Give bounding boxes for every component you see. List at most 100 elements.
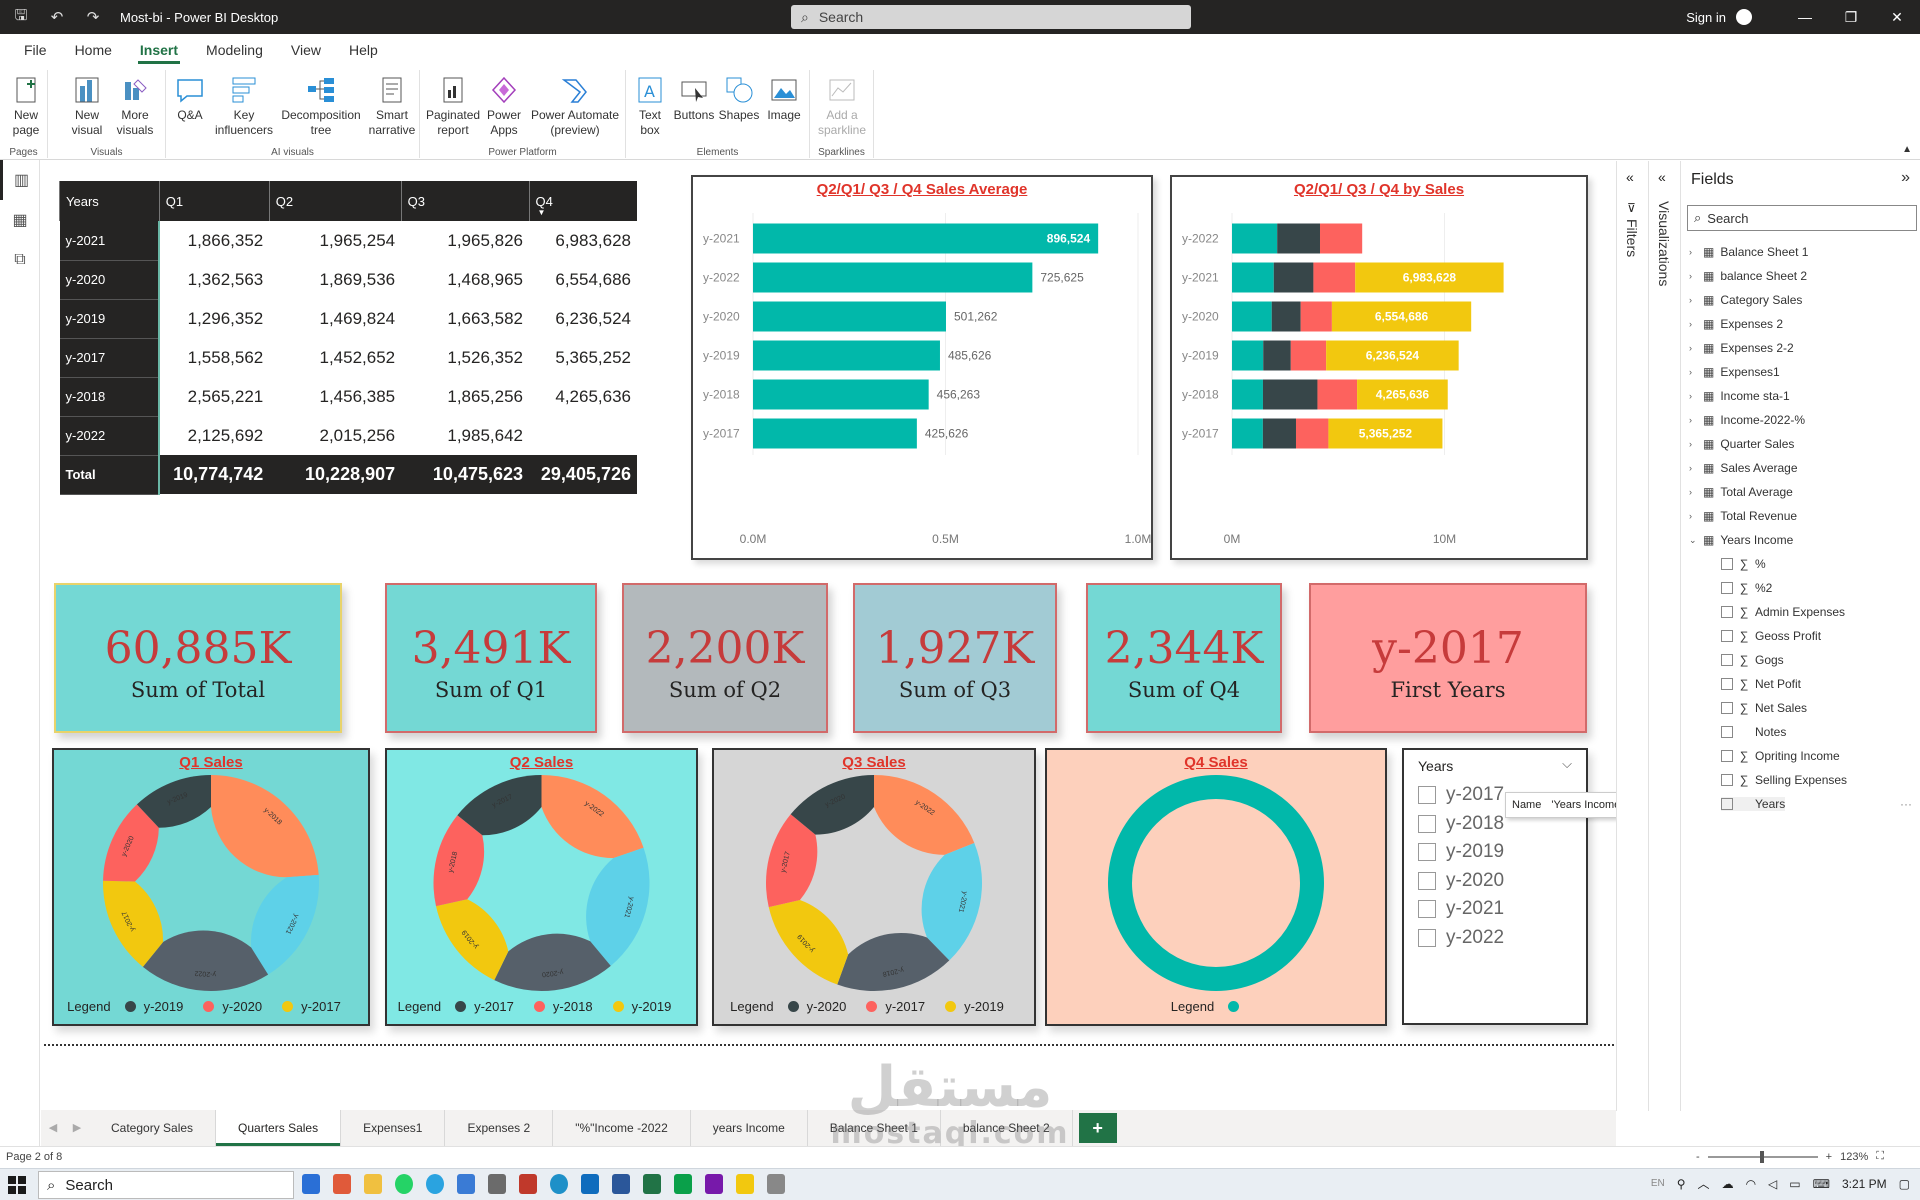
restore-icon[interactable]: ❐ bbox=[1844, 8, 1858, 25]
collapse-fields-icon[interactable]: » bbox=[1901, 169, 1910, 186]
power-apps-button[interactable]: Power Apps bbox=[482, 74, 526, 138]
field-table[interactable]: › ▦ Balance Sheet 1 bbox=[1689, 245, 1808, 259]
tab-file[interactable]: File bbox=[24, 42, 47, 58]
legend-label[interactable]: y-2017 bbox=[885, 999, 926, 1014]
fit-page-icon[interactable]: ⛶ bbox=[1876, 1150, 1884, 1162]
app-icon[interactable] bbox=[674, 1174, 692, 1194]
bar-segment[interactable] bbox=[1319, 223, 1363, 254]
years-slicer[interactable]: Years ⌵ y-2017 y-2018 y-2019 y-2020 y-2021 y-… bbox=[1402, 748, 1588, 1025]
chevron-right-icon[interactable]: › bbox=[1689, 487, 1692, 497]
legend-label[interactable]: y-2019 bbox=[143, 999, 184, 1014]
donut-slice[interactable] bbox=[837, 932, 950, 991]
app-icon[interactable] bbox=[333, 1174, 351, 1194]
legend-label[interactable]: y-2019 bbox=[631, 999, 672, 1014]
donut-slice[interactable] bbox=[142, 930, 269, 991]
bar[interactable] bbox=[753, 301, 946, 332]
bar-segment[interactable] bbox=[1357, 379, 1448, 410]
field-column[interactable]: ∑ Geoss Profit bbox=[1721, 629, 1821, 643]
checkbox[interactable] bbox=[1721, 678, 1733, 690]
matrix-header-q3[interactable]: Q3 bbox=[400, 181, 530, 221]
sales-average-chart[interactable]: Q2/Q1/ Q3 / Q4 Sales Average 0.0M 0.5M 1.0… bbox=[691, 175, 1153, 560]
field-table[interactable]: › ▦ Quarter Sales bbox=[1689, 437, 1794, 451]
field-column[interactable]: ∑ Net Pofit bbox=[1721, 677, 1801, 691]
chevron-right-icon[interactable]: › bbox=[1689, 271, 1692, 281]
save-icon[interactable]: 🖫 bbox=[14, 6, 28, 24]
page-tab[interactable]: Expenses 2 bbox=[445, 1110, 554, 1146]
donut-slice[interactable] bbox=[494, 933, 611, 991]
donut-slice[interactable] bbox=[433, 815, 485, 907]
camera-icon[interactable] bbox=[767, 1174, 785, 1194]
slicer-item[interactable]: y-2019 bbox=[1418, 841, 1504, 863]
minimize-icon[interactable]: — bbox=[1798, 9, 1812, 25]
page-tab[interactable]: years Income bbox=[691, 1110, 808, 1146]
language-indicator[interactable]: EN bbox=[1650, 1178, 1665, 1189]
close-icon[interactable]: ✕ bbox=[1891, 8, 1903, 25]
bar-segment[interactable] bbox=[1232, 223, 1278, 254]
legend-marker[interactable] bbox=[203, 1001, 215, 1012]
bar-segment[interactable] bbox=[1277, 223, 1320, 254]
legend-marker[interactable] bbox=[1228, 1001, 1240, 1012]
shapes-button[interactable]: Shapes bbox=[718, 74, 760, 123]
donut-slice[interactable] bbox=[457, 775, 542, 836]
volume-icon[interactable]: ◁ bbox=[1768, 1176, 1778, 1191]
next-page-icon[interactable]: ▶ bbox=[72, 1122, 82, 1134]
q1-sales-donut[interactable]: Q1 Sales y-2018 y-2021 y-2022 y-2017 y-2020 y… bbox=[52, 748, 370, 1026]
mail-icon[interactable] bbox=[457, 1174, 475, 1194]
matrix-row[interactable]: y-2019 1,296,352 1,469,824 1,663,582 6,236,5… bbox=[59, 299, 638, 339]
windows-start-icon[interactable] bbox=[8, 1176, 26, 1194]
bar[interactable] bbox=[753, 418, 917, 449]
collapse-ribbon-icon[interactable]: ▲ bbox=[1902, 144, 1912, 155]
page-tab[interactable]: Category Sales bbox=[89, 1110, 217, 1146]
taskbar-search[interactable]: ⌕ Search bbox=[38, 1171, 294, 1199]
field-table[interactable]: › ▦ Category Sales bbox=[1689, 293, 1802, 307]
bar-segment[interactable] bbox=[1326, 340, 1459, 371]
donut-slice[interactable] bbox=[436, 899, 509, 981]
bar-segment[interactable] bbox=[1355, 262, 1504, 293]
prev-page-icon[interactable]: ◀ bbox=[48, 1122, 58, 1134]
key-influencers-button[interactable]: Key influencers bbox=[212, 74, 276, 138]
keyboard-icon[interactable]: ⌨ bbox=[1812, 1176, 1830, 1191]
file-explorer-icon[interactable] bbox=[364, 1174, 382, 1194]
page-tab[interactable]: Balance Sheet 1 bbox=[808, 1110, 941, 1146]
buttons-button[interactable]: Buttons bbox=[672, 74, 716, 123]
chevron-right-icon[interactable]: › bbox=[1689, 439, 1692, 449]
page-tab[interactable]: Expenses1 bbox=[341, 1110, 446, 1146]
chevron-right-icon[interactable]: › bbox=[1689, 295, 1692, 305]
field-table[interactable]: › ▦ Expenses 2-2 bbox=[1689, 341, 1794, 355]
page-tab-active[interactable]: Quarters Sales bbox=[216, 1110, 342, 1146]
new-page-button[interactable]: New page bbox=[6, 74, 46, 138]
excel-icon[interactable] bbox=[643, 1174, 661, 1194]
qa-button[interactable]: Q&A bbox=[172, 74, 208, 123]
bar-segment[interactable] bbox=[1263, 340, 1291, 371]
legend-marker[interactable] bbox=[866, 1001, 878, 1012]
tab-insert[interactable]: Insert bbox=[126, 34, 192, 66]
matrix-row[interactable]: y-2020 1,362,563 1,869,536 1,468,965 6,554,6… bbox=[59, 260, 638, 300]
field-table[interactable]: › ▦ Income-2022-% bbox=[1689, 413, 1805, 427]
task-view-icon[interactable] bbox=[302, 1174, 320, 1194]
matrix-header-years[interactable]: Years bbox=[59, 181, 160, 221]
bar-segment[interactable] bbox=[1273, 262, 1314, 293]
legend-marker[interactable] bbox=[612, 1001, 624, 1012]
chevron-right-icon[interactable]: › bbox=[1689, 247, 1692, 257]
checkbox[interactable] bbox=[1721, 774, 1733, 786]
legend-label[interactable]: y-2017 bbox=[301, 999, 341, 1014]
report-view-icon[interactable]: ▥ bbox=[0, 160, 40, 200]
donut-slice[interactable] bbox=[874, 775, 975, 855]
access-icon[interactable] bbox=[519, 1174, 537, 1194]
field-column[interactable]: ∑ Gogs bbox=[1721, 653, 1784, 667]
more-options-icon[interactable]: ··· bbox=[1900, 797, 1912, 811]
undo-icon[interactable]: ↶ bbox=[50, 9, 64, 26]
visualizations-pane[interactable]: « Visualizations bbox=[1648, 161, 1680, 1111]
bar-segment[interactable] bbox=[1328, 418, 1443, 449]
field-column[interactable]: Years bbox=[1721, 797, 1786, 811]
sales-by-quarter-chart[interactable]: Q2/Q1/ Q3 / Q4 by Sales 0M 10M y-2022 y-202… bbox=[1170, 175, 1588, 560]
field-table[interactable]: › ▦ balance Sheet 2 bbox=[1689, 269, 1807, 283]
legend-label[interactable]: y-2018 bbox=[552, 999, 593, 1014]
field-column[interactable]: ∑ Admin Expenses bbox=[1721, 605, 1845, 619]
paginated-report-button[interactable]: Paginated report bbox=[426, 74, 480, 138]
donut-slice[interactable] bbox=[136, 775, 211, 828]
legend-marker[interactable] bbox=[124, 1001, 136, 1012]
checkbox[interactable] bbox=[1721, 726, 1733, 738]
field-table[interactable]: ⌄ ▦ Years Income bbox=[1689, 533, 1793, 547]
bar-segment[interactable] bbox=[1300, 301, 1332, 332]
